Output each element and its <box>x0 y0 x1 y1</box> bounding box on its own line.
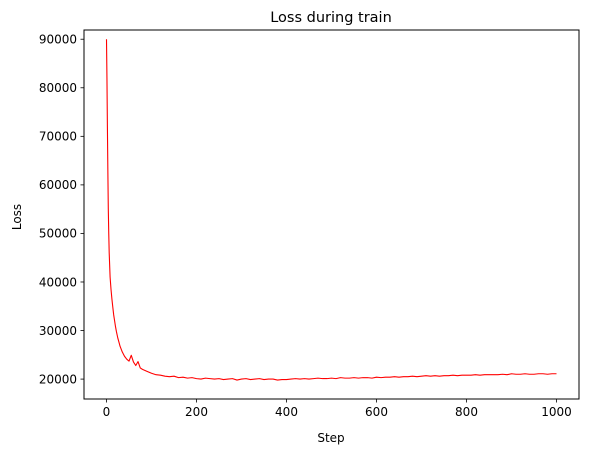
y-tick-label: 40000 <box>39 275 77 289</box>
plot-frame <box>83 29 580 400</box>
y-tick-label: 30000 <box>39 324 77 338</box>
y-axis-ticks: 20000 30000 40000 50000 60000 70000 80000 90000 <box>39 33 84 386</box>
y-tick-label: 60000 <box>39 178 77 192</box>
x-tick-label: 600 <box>365 405 388 419</box>
series-layer <box>105 39 557 381</box>
x-tick-label: 0 <box>103 405 111 419</box>
x-tick-label: 1000 <box>541 405 572 419</box>
y-tick-label: 90000 <box>39 33 77 47</box>
x-tick-label: 200 <box>185 405 208 419</box>
y-tick-label: 80000 <box>39 81 77 95</box>
y-tick-label: 20000 <box>39 372 77 386</box>
x-tick-label: 400 <box>275 405 298 419</box>
y-tick-label: 50000 <box>39 227 77 241</box>
x-axis-ticks: 0 200 400 600 800 1000 <box>103 399 572 419</box>
y-axis-label: Loss <box>10 204 24 230</box>
loss-series-line <box>105 39 557 381</box>
x-axis-label: Step <box>317 431 344 445</box>
chart-title: Loss during train <box>270 10 392 26</box>
x-tick-label: 800 <box>455 405 478 419</box>
y-tick-label: 70000 <box>39 130 77 144</box>
